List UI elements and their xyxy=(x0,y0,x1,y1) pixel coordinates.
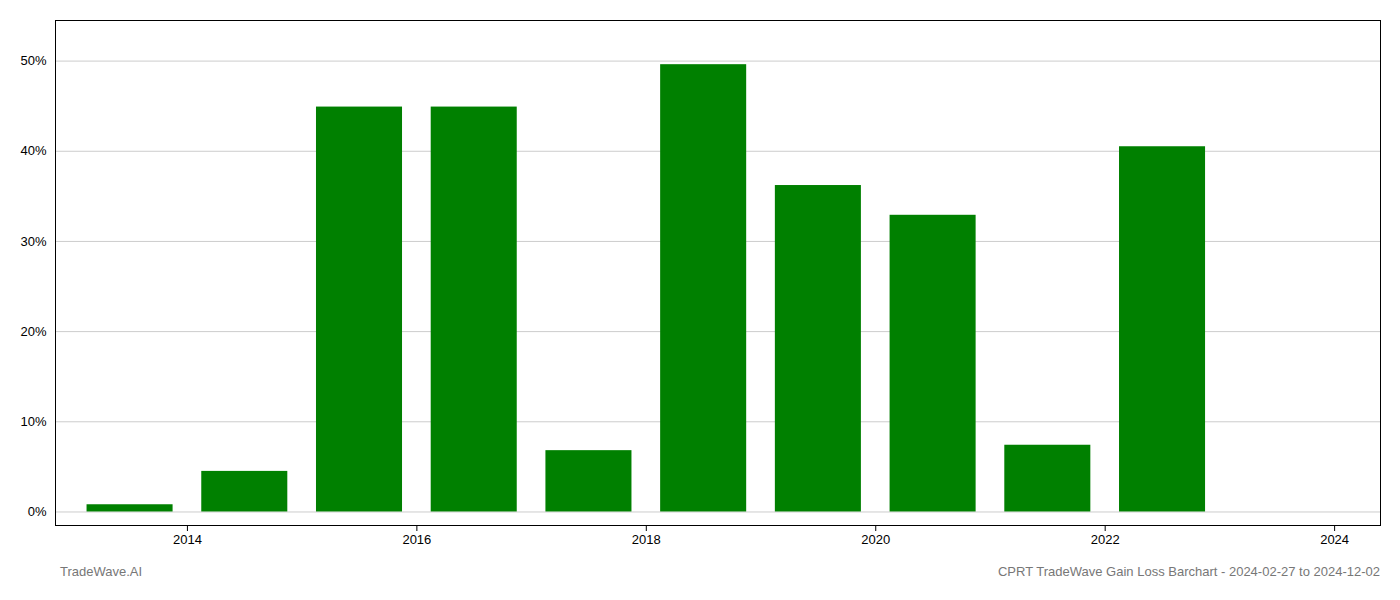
svg-text:50%: 50% xyxy=(20,53,46,68)
svg-text:2016: 2016 xyxy=(402,532,431,547)
svg-text:2014: 2014 xyxy=(173,532,202,547)
svg-text:2020: 2020 xyxy=(861,532,890,547)
svg-text:10%: 10% xyxy=(20,414,46,429)
html-text:CPRT TradeWave Gain Loss Barch: CPRT TradeWave Gain Loss Barchart - 2024… xyxy=(998,564,1380,579)
svg-text:2022: 2022 xyxy=(1091,532,1120,547)
svg-text:0%: 0% xyxy=(28,504,47,519)
svg-text:2024: 2024 xyxy=(1320,532,1349,547)
svg-text:30%: 30% xyxy=(20,234,46,249)
svg-text:40%: 40% xyxy=(20,143,46,158)
html-text:TradeWave.AI: TradeWave.AI xyxy=(60,564,143,579)
svg-text:2018: 2018 xyxy=(632,532,661,547)
svg-text:20%: 20% xyxy=(20,324,46,339)
